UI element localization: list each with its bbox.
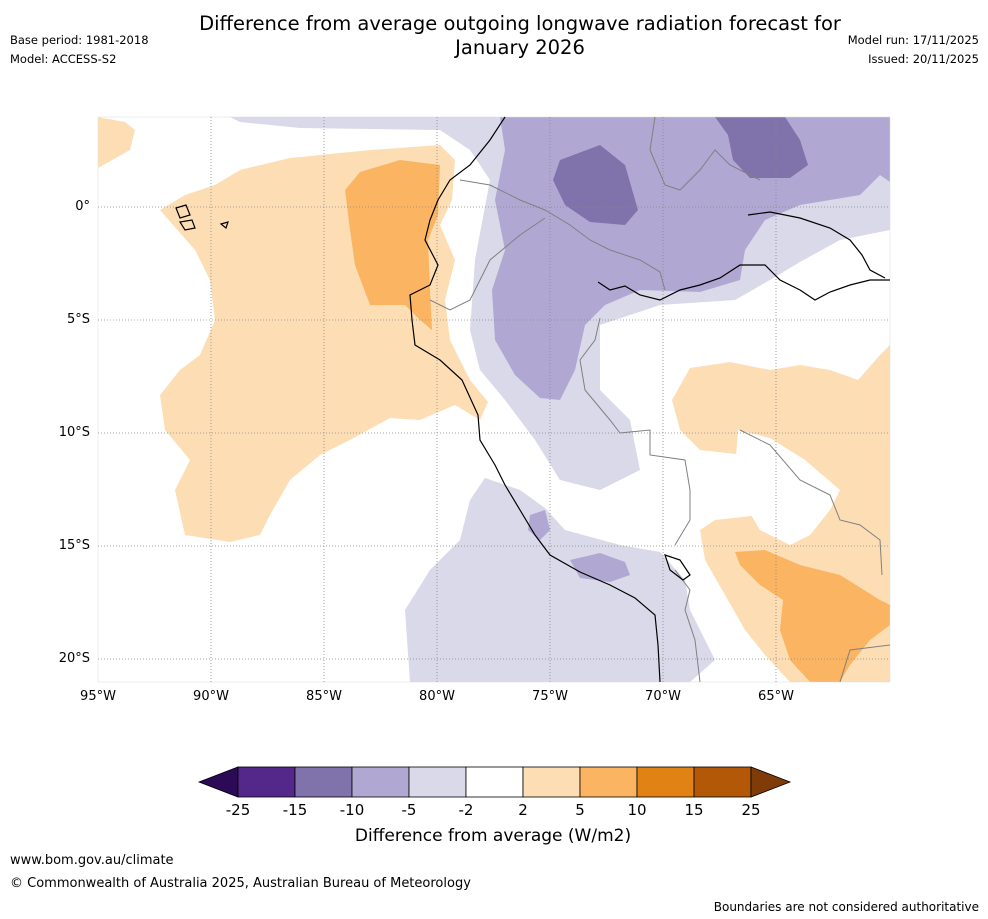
lon-label-70w: 70°W [645,689,681,704]
boundaries-disclaimer: Boundaries are not considered authoritat… [713,900,979,914]
anomaly-region-orange-coast [345,160,440,330]
issued-label: Issued: 20/11/2025 [868,52,979,66]
colorbar [197,766,792,798]
map-fields [98,117,890,682]
galapagos-island-b [179,219,196,231]
lat-label-0: 0° [75,199,90,214]
colorbar-tick-10: 25 [741,801,761,819]
coastline-venezuela-north [747,211,886,279]
border-brazil-paraguay [839,644,891,683]
border-chile-argentina [674,569,701,683]
colorbar-swatch-8 [636,766,695,798]
colorbar-tick-9: 15 [684,801,704,819]
lon-label-75w: 75°W [532,689,568,704]
coastlines [175,116,890,683]
colorbar-tick-7: 5 [575,801,585,819]
base-period-label: Base period: 1981-2018 [10,33,149,47]
colorbar-arrow-high [750,766,792,798]
colorbar-swatch-4 [408,766,467,798]
colorbar-swatch-3 [351,766,410,798]
lon-label-85w: 85°W [306,689,342,704]
colorbar-arrow-low [197,766,239,798]
galapagos-island-c [219,221,229,230]
country-borders [429,116,891,683]
border-colombia-ecuador [459,179,666,291]
colorbar-swatch-5 [465,766,524,798]
website-link[interactable]: www.bom.gov.au/climate [10,853,174,868]
anomaly-region-orange-east [735,550,890,682]
title-line-1: Difference from average outgoing longwav… [199,12,841,35]
map-gridlines [98,117,890,682]
border-peru-brazil [579,317,691,546]
lake-titicaca [664,554,691,581]
anomaly-region-light-orange-west [98,117,135,168]
lat-label-20s: 20°S [58,651,90,666]
anomaly-region-light-purple-south [405,478,715,682]
chart-title: Difference from average outgoing longwav… [160,12,880,60]
model-label: Model: ACCESS-S2 [10,52,117,66]
lon-label-80w: 80°W [419,689,455,704]
border-colombia-venezuela [649,116,761,191]
colorbar-tick-3: -10 [339,801,365,819]
lat-label-10s: 10°S [58,425,90,440]
colorbar-tick-4: -5 [401,801,417,819]
copyright-notice: © Commonwealth of Australia 2025, Austra… [10,876,471,891]
anomaly-region-neutral-bolivia [735,430,840,545]
model-run-label: Model run: 17/11/2025 [847,33,979,47]
colorbar-tick-8: 10 [627,801,647,819]
colorbar-swatch-6 [522,766,581,798]
coastline-west-south-america [409,116,661,683]
colorbar-tick-2: -15 [282,801,308,819]
lon-label-65w: 65°W [758,689,794,704]
anomaly-region-dark-purple-a [553,145,638,225]
map-frame [97,116,891,683]
colorbar-tick-5: -2 [458,801,474,819]
lat-label-5s: 5°S [66,312,90,327]
colorbar-label: Difference from average (W/m2) [354,826,632,846]
border-bolivia [739,429,883,576]
colorbar-swatch-1 [237,766,296,798]
anomaly-region-dark-purple-b [715,117,808,178]
lon-label-90w: 90°W [193,689,229,704]
border-ecuador-peru [429,217,546,311]
colorbar-swatch-7 [579,766,638,798]
lat-label-15s: 15°S [58,538,90,553]
colorbar-tick-6: 2 [518,801,528,819]
coastline-caribbean [597,264,890,301]
lon-label-95w: 95°W [80,689,116,704]
title-line-2: January 2026 [455,36,585,59]
colorbar-tick-1: -25 [225,801,251,819]
colorbar-swatch-9 [693,766,752,798]
colorbar-swatch-2 [294,766,353,798]
galapagos-island-a [175,204,191,219]
